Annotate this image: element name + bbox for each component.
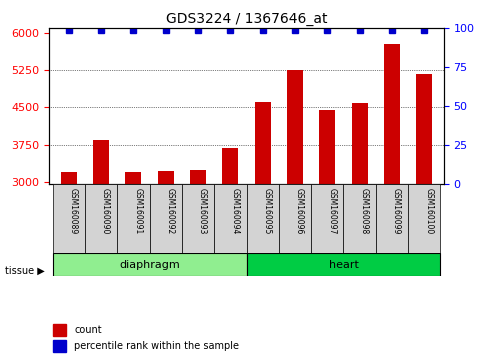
Bar bbox=[416, 74, 432, 330]
Bar bbox=[319, 110, 335, 330]
Text: count: count bbox=[74, 325, 102, 335]
Text: GSM160090: GSM160090 bbox=[101, 188, 110, 234]
Text: GSM160093: GSM160093 bbox=[198, 188, 207, 234]
Bar bbox=[352, 103, 368, 330]
Bar bbox=[54, 324, 66, 336]
Bar bbox=[61, 172, 77, 330]
Text: tissue ▶: tissue ▶ bbox=[5, 266, 45, 276]
Text: GSM160100: GSM160100 bbox=[424, 188, 433, 234]
Text: GSM160092: GSM160092 bbox=[166, 188, 175, 234]
FancyBboxPatch shape bbox=[149, 184, 182, 253]
FancyBboxPatch shape bbox=[214, 184, 246, 253]
Bar bbox=[158, 171, 174, 330]
Text: GSM160091: GSM160091 bbox=[133, 188, 142, 234]
Title: GDS3224 / 1367646_at: GDS3224 / 1367646_at bbox=[166, 12, 327, 26]
FancyBboxPatch shape bbox=[246, 253, 440, 276]
Text: GSM160095: GSM160095 bbox=[263, 188, 272, 234]
Bar bbox=[190, 170, 206, 330]
Text: GSM160097: GSM160097 bbox=[327, 188, 336, 234]
Text: GSM160098: GSM160098 bbox=[360, 188, 369, 234]
FancyBboxPatch shape bbox=[311, 184, 344, 253]
FancyBboxPatch shape bbox=[53, 184, 85, 253]
FancyBboxPatch shape bbox=[408, 184, 440, 253]
Text: GSM160096: GSM160096 bbox=[295, 188, 304, 234]
Text: GSM160089: GSM160089 bbox=[69, 188, 78, 234]
Bar bbox=[254, 102, 271, 330]
Text: heart: heart bbox=[328, 259, 358, 270]
Text: GSM160099: GSM160099 bbox=[392, 188, 401, 234]
FancyBboxPatch shape bbox=[182, 184, 214, 253]
FancyBboxPatch shape bbox=[344, 184, 376, 253]
FancyBboxPatch shape bbox=[117, 184, 149, 253]
Bar bbox=[125, 172, 141, 330]
Bar bbox=[384, 44, 400, 330]
Bar bbox=[54, 340, 66, 352]
FancyBboxPatch shape bbox=[279, 184, 311, 253]
Text: percentile rank within the sample: percentile rank within the sample bbox=[74, 341, 240, 351]
Text: diaphragm: diaphragm bbox=[119, 259, 180, 270]
Bar bbox=[222, 148, 239, 330]
FancyBboxPatch shape bbox=[376, 184, 408, 253]
FancyBboxPatch shape bbox=[53, 253, 246, 276]
FancyBboxPatch shape bbox=[85, 184, 117, 253]
Bar bbox=[287, 70, 303, 330]
Text: GSM160094: GSM160094 bbox=[230, 188, 239, 234]
FancyBboxPatch shape bbox=[246, 184, 279, 253]
Bar bbox=[93, 139, 109, 330]
